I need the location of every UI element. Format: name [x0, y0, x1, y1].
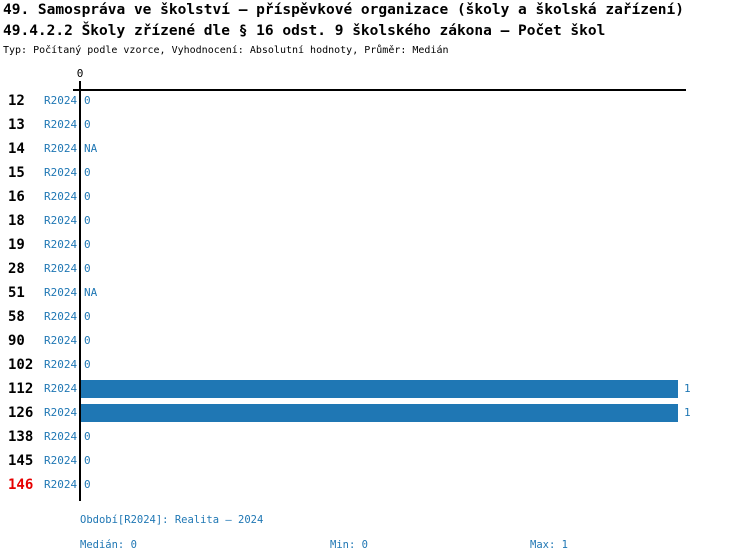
chart-row: 112 R2024 1 [0, 377, 750, 401]
row-period-label: R2024 [44, 382, 78, 395]
row-value-label: NA [84, 142, 98, 155]
chart-row: 16 R2024 0 [0, 185, 750, 209]
value-bar [81, 380, 678, 398]
row-category-label: 145 [8, 453, 34, 469]
chart-row: 14 R2024 NA [0, 137, 750, 161]
row-category-label: 16 [8, 189, 25, 205]
row-period-label: R2024 [44, 286, 78, 299]
row-value-label: 1 [684, 406, 691, 419]
stat-median: Medián: 0 [80, 539, 137, 551]
row-period-label: R2024 [44, 454, 78, 467]
row-category-label: 15 [8, 165, 25, 181]
row-value-label: 0 [84, 190, 91, 203]
row-category-label: 19 [8, 237, 25, 253]
row-category-label: 112 [8, 381, 34, 397]
row-period-label: R2024 [44, 142, 78, 155]
row-value-label: 0 [84, 214, 91, 227]
chart-meta-info: Typ: Počítaný podle vzorce, Vyhodnocení:… [3, 45, 449, 56]
row-period-label: R2024 [44, 190, 78, 203]
legend-period: Období[R2024]: Realita – 2024 [80, 514, 264, 526]
row-period-label: R2024 [44, 430, 78, 443]
chart-rows: 12 R2024 0 13 R2024 0 14 R2024 NA 15 R2024 0 16 R2024… [0, 89, 750, 497]
row-category-label: 90 [8, 333, 25, 349]
row-period-label: R2024 [44, 262, 78, 275]
chart-row: 28 R2024 0 [0, 257, 750, 281]
stat-min: Min: 0 [330, 539, 368, 551]
row-value-label: 0 [84, 166, 91, 179]
row-period-label: R2024 [44, 334, 78, 347]
chart-row: 58 R2024 0 [0, 305, 750, 329]
row-value-label: 0 [84, 118, 91, 131]
row-value-label: 0 [84, 478, 91, 491]
row-category-label: 102 [8, 357, 34, 373]
row-period-label: R2024 [44, 478, 78, 491]
row-value-label: 0 [84, 262, 91, 275]
chart-row: 138 R2024 0 [0, 425, 750, 449]
row-category-label: 12 [8, 93, 25, 109]
row-period-label: R2024 [44, 214, 78, 227]
row-category-label: 14 [8, 141, 25, 157]
chart-row: 90 R2024 0 [0, 329, 750, 353]
y-axis-line [79, 89, 81, 501]
row-category-label: 51 [8, 285, 25, 301]
row-category-label: 138 [8, 429, 34, 445]
x-axis-tick-label: 0 [76, 67, 84, 80]
chart-row: 18 R2024 0 [0, 209, 750, 233]
row-category-label: 58 [8, 309, 25, 325]
row-category-label: 13 [8, 117, 25, 133]
row-category-label: 146 [8, 477, 34, 493]
row-period-label: R2024 [44, 310, 78, 323]
chart-subtitle: 49.4.2.2 Školy zřízené dle § 16 odst. 9 … [3, 23, 606, 39]
row-period-label: R2024 [44, 166, 78, 179]
row-category-label: 126 [8, 405, 34, 421]
x-axis-line [73, 89, 686, 91]
row-value-label: 0 [84, 94, 91, 107]
row-period-label: R2024 [44, 238, 78, 251]
stat-max: Max: 1 [530, 539, 568, 551]
chart-row: 126 R2024 1 [0, 401, 750, 425]
chart-row: 102 R2024 0 [0, 353, 750, 377]
chart-title: 49. Samospráva ve školství – příspěvkové… [3, 2, 684, 18]
chart-row: 146 R2024 0 [0, 473, 750, 497]
row-period-label: R2024 [44, 406, 78, 419]
row-value-label: 1 [684, 382, 691, 395]
row-value-label: 0 [84, 358, 91, 371]
row-period-label: R2024 [44, 358, 78, 371]
row-value-label: 0 [84, 454, 91, 467]
row-value-label: 0 [84, 430, 91, 443]
x-axis-tick-mark [79, 81, 81, 90]
chart-row: 15 R2024 0 [0, 161, 750, 185]
chart-row: 13 R2024 0 [0, 113, 750, 137]
chart-row: 19 R2024 0 [0, 233, 750, 257]
row-category-label: 18 [8, 213, 25, 229]
row-period-label: R2024 [44, 94, 78, 107]
row-value-label: 0 [84, 238, 91, 251]
chart-row: 12 R2024 0 [0, 89, 750, 113]
row-value-label: NA [84, 286, 98, 299]
row-category-label: 28 [8, 261, 25, 277]
row-period-label: R2024 [44, 118, 78, 131]
row-value-label: 0 [84, 334, 91, 347]
value-bar [81, 404, 678, 422]
row-value-label: 0 [84, 310, 91, 323]
chart-row: 51 R2024 NA [0, 281, 750, 305]
chart-row: 145 R2024 0 [0, 449, 750, 473]
